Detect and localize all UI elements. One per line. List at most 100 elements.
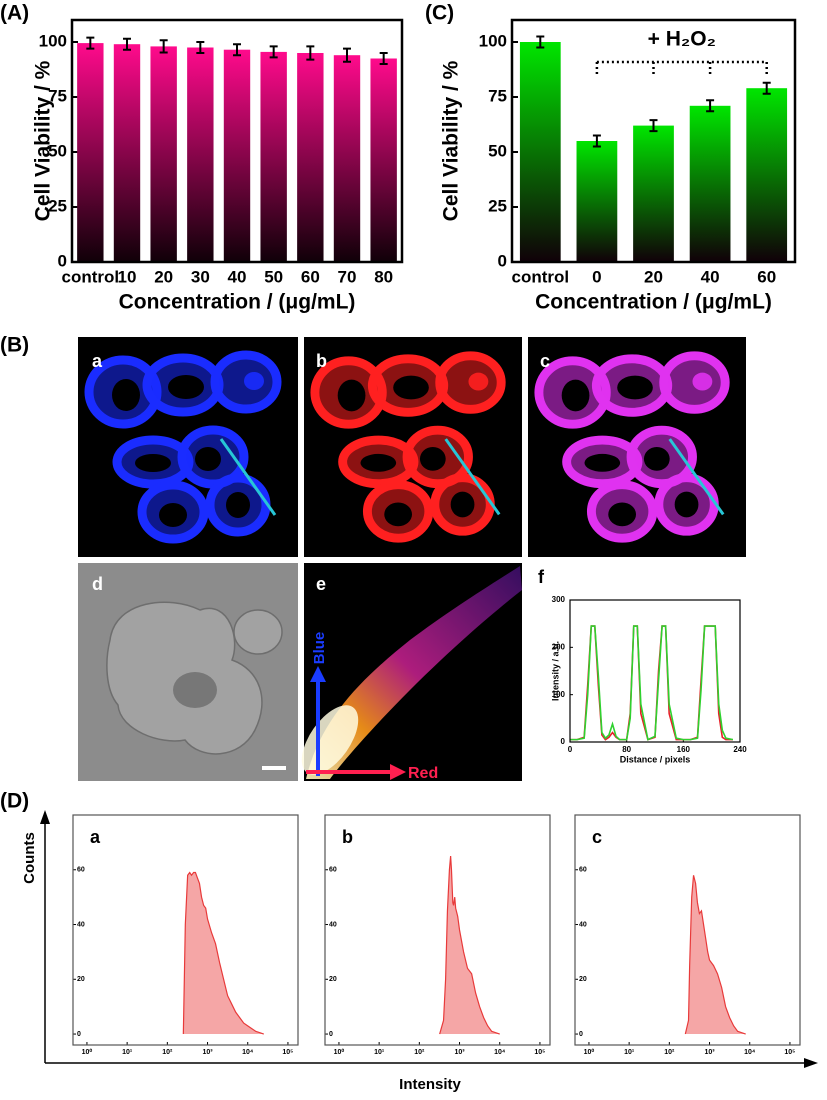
x-tick-label: 80	[374, 267, 393, 286]
y-tick-label: 60	[77, 867, 85, 874]
line	[570, 625, 733, 741]
bar	[113, 44, 141, 263]
x-tick-label: 10	[118, 267, 137, 286]
plot-frame	[72, 814, 299, 1046]
y-tick-label: 50	[48, 141, 67, 160]
image-label: a	[92, 351, 103, 371]
y-tick-label: 20	[329, 976, 337, 983]
error-bar	[649, 119, 658, 133]
density-cloud	[306, 566, 522, 779]
area	[684, 875, 746, 1035]
x-tick-label: 30	[191, 267, 210, 286]
y-tick-label: 20	[579, 976, 587, 983]
panel-title: f	[538, 567, 545, 587]
axis-label: Counts	[21, 832, 38, 884]
x-tick-label: 60	[757, 267, 776, 286]
axis-label: Blue	[311, 632, 328, 665]
plot-frame	[324, 814, 551, 1046]
x-tick-label: 40	[701, 267, 720, 286]
error-bar	[762, 81, 771, 95]
axis-label: Red	[408, 765, 438, 782]
error-bar	[592, 134, 601, 148]
y-tick-label: 100	[479, 31, 507, 50]
x-tick-label: 10⁵	[534, 1049, 545, 1056]
x-tick-label: 10²	[664, 1049, 675, 1056]
x-tick-label: 10¹	[624, 1049, 635, 1056]
y-tick-label: 25	[48, 196, 67, 215]
y-axis-label: Cell Viability / %	[32, 60, 55, 221]
y-axis-label: Cell Viability / %	[440, 60, 463, 221]
line	[570, 625, 734, 741]
x-tick-label: 40	[228, 267, 247, 286]
bracket	[595, 60, 768, 74]
x-axis-label: Concentration / (μg/mL)	[119, 291, 356, 314]
bar	[633, 125, 674, 262]
x-tick-label: 10⁵	[784, 1049, 795, 1056]
x-tick-label: 10¹	[374, 1049, 385, 1056]
x-tick-label: 10⁵	[282, 1049, 293, 1056]
error-bar	[86, 36, 95, 50]
x-tick-label: 160	[677, 745, 691, 754]
y-tick-label: 0	[498, 251, 507, 270]
bar	[187, 47, 214, 262]
error-bar	[343, 47, 351, 63]
error-bar	[196, 41, 205, 54]
x-tick-label: 10³	[454, 1049, 465, 1056]
x-tick-label: 0	[568, 745, 573, 754]
error-bar	[706, 99, 715, 113]
x-axis-label: Concentration / (μg/mL)	[535, 291, 772, 314]
x-tick-label: 80	[622, 745, 631, 754]
arrowhead	[390, 764, 406, 780]
error-bar	[306, 45, 315, 61]
x-tick-label: 60	[301, 267, 320, 286]
panel-label: (D)	[0, 790, 29, 813]
bar	[746, 88, 788, 262]
y-tick-label: 40	[329, 921, 337, 928]
y-tick-label: 75	[48, 86, 67, 105]
panel-label: (A)	[0, 2, 29, 25]
x-tick-label: 0	[592, 267, 601, 286]
y-tick-label: 300	[552, 595, 566, 604]
y-tick-label: 100	[39, 31, 67, 50]
bar	[689, 105, 731, 262]
x-tick-label: control	[62, 267, 120, 286]
x-axis-label: Distance / pixels	[620, 754, 691, 764]
y-tick-label: 50	[488, 141, 507, 160]
x-tick-label: 10⁰	[82, 1048, 93, 1056]
area	[439, 856, 500, 1035]
y-tick-label: 75	[488, 86, 507, 105]
y-tick-label: 40	[579, 921, 587, 928]
error-bar	[123, 37, 131, 51]
y-tick-label: 20	[77, 976, 85, 983]
x-tick-label: 20	[154, 267, 173, 286]
bar	[297, 53, 324, 262]
plot-frame	[70, 18, 404, 264]
x-tick-label: 10¹	[122, 1049, 133, 1056]
y-tick-label: 0	[561, 737, 566, 746]
y-tick-label: 60	[579, 867, 587, 874]
error-bar	[269, 45, 278, 59]
x-tick-label: control	[511, 267, 569, 286]
x-tick-label: 10²	[414, 1049, 425, 1056]
y-tick-label: 0	[579, 1031, 583, 1038]
y-tick-label: 25	[488, 196, 507, 215]
y-tick-label: 0	[77, 1031, 81, 1038]
x-tick-label: 70	[338, 267, 357, 286]
arrowhead	[310, 666, 326, 682]
error-bar	[379, 52, 388, 65]
panel-title: c	[592, 827, 602, 847]
image-label: d	[92, 574, 103, 594]
bar	[576, 141, 618, 262]
error-bar	[536, 35, 545, 49]
x-tick-label: 10⁰	[584, 1048, 595, 1056]
x-tick-label: 10⁴	[744, 1049, 756, 1056]
bar	[370, 58, 397, 262]
bar	[519, 42, 561, 262]
x-tick-label: 20	[644, 267, 663, 286]
x-tick-label: 10³	[202, 1049, 213, 1056]
plot-frame	[574, 814, 801, 1046]
x-tick-label: 50	[264, 267, 283, 286]
cell-shadow	[173, 672, 217, 708]
bar	[223, 49, 251, 263]
